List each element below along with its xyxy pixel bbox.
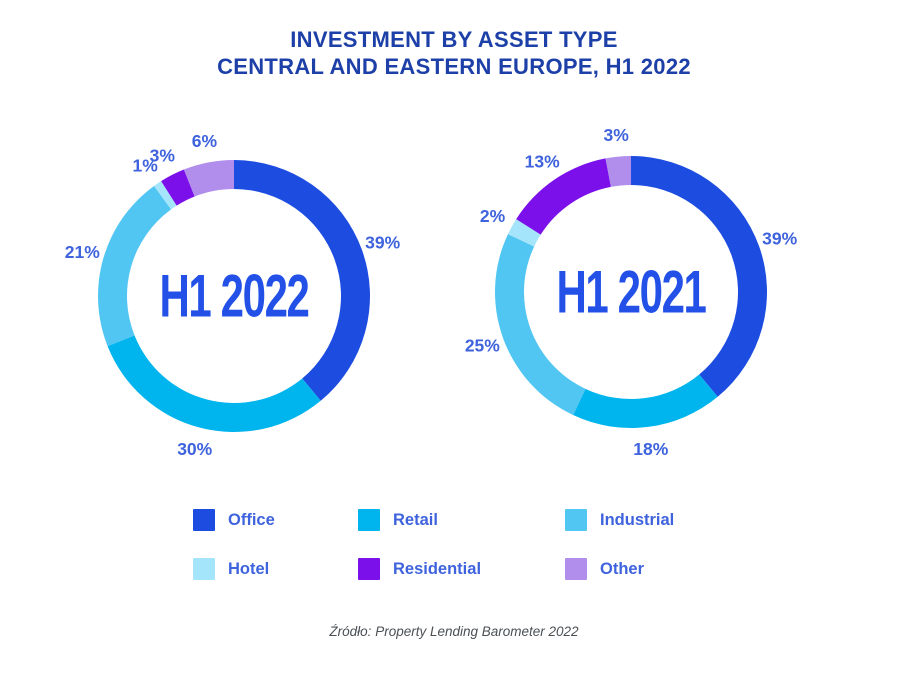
h1-2021-segment-residential	[516, 158, 611, 235]
legend-label-residential: Residential	[393, 559, 482, 578]
h1-2021-label-residential: 13%	[525, 151, 560, 171]
h1-2021-label-other: 3%	[603, 125, 629, 145]
residential-color-swatch	[358, 558, 380, 580]
legend-label-industrial: Industrial	[600, 510, 675, 529]
h1-2022-label-hotel: 1%	[133, 155, 159, 175]
legend-item-retail: Retail	[358, 509, 565, 531]
h1-2021-segment-industrial	[494, 234, 586, 416]
legend-item-residential: Residential	[358, 558, 565, 580]
h1-2022-segment-residential	[161, 169, 195, 206]
h1-2021-segment-hotel	[507, 219, 541, 247]
donut-h1-2022-center-label: H1 2022	[159, 262, 309, 330]
h1-2021-label-industrial: 25%	[465, 336, 500, 356]
legend-item-office: Office	[193, 509, 358, 531]
legend-label-hotel: Hotel	[228, 559, 270, 578]
h1-2022-segment-retail	[107, 335, 321, 433]
legend: Office Retail Industrial Hotel Residenti…	[193, 509, 753, 580]
h1-2022-label-residential: 3%	[150, 145, 176, 165]
h1-2021-segment-office	[631, 156, 768, 397]
source-note: Źródło: Property Lending Barometer 2022	[329, 624, 579, 639]
h1-2022-label-retail: 30%	[177, 439, 212, 459]
other-color-swatch	[565, 558, 587, 580]
h1-2022-label-industrial: 21%	[65, 242, 100, 262]
h1-2022-segment-office	[234, 160, 370, 401]
h1-2022-segment-other	[183, 160, 234, 197]
chart-title-line2: CENTRAL AND EASTERN EUROPE, H1 2022	[217, 53, 691, 79]
legend-label-office: Office	[228, 510, 275, 529]
h1-2022-label-other: 6%	[192, 131, 218, 151]
h1-2021-label-office: 39%	[762, 229, 797, 249]
office-color-swatch	[193, 509, 215, 531]
donut-h1-2021-center-label: H1 2021	[556, 258, 706, 326]
h1-2022-label-office: 39%	[365, 233, 400, 253]
h1-2021-label-retail: 18%	[633, 439, 668, 459]
chart-title: INVESTMENT BY ASSET TYPE CENTRAL AND EAS…	[0, 27, 908, 81]
h1-2022-segment-hotel	[154, 181, 177, 210]
retail-color-swatch	[358, 509, 380, 531]
h1-2021-segment-retail	[573, 374, 718, 429]
legend-item-industrial: Industrial	[565, 509, 753, 531]
hotel-color-swatch	[193, 558, 215, 580]
legend-label-other: Other	[600, 559, 645, 578]
industrial-color-swatch	[565, 509, 587, 531]
legend-item-other: Other	[565, 558, 753, 580]
h1-2022-segment-industrial	[97, 185, 172, 347]
legend-item-hotel: Hotel	[193, 558, 358, 580]
h1-2021-segment-other	[605, 156, 631, 187]
legend-label-retail: Retail	[393, 510, 438, 529]
h1-2021-label-hotel: 2%	[480, 206, 506, 226]
chart-title-line1: INVESTMENT BY ASSET TYPE	[290, 27, 618, 52]
